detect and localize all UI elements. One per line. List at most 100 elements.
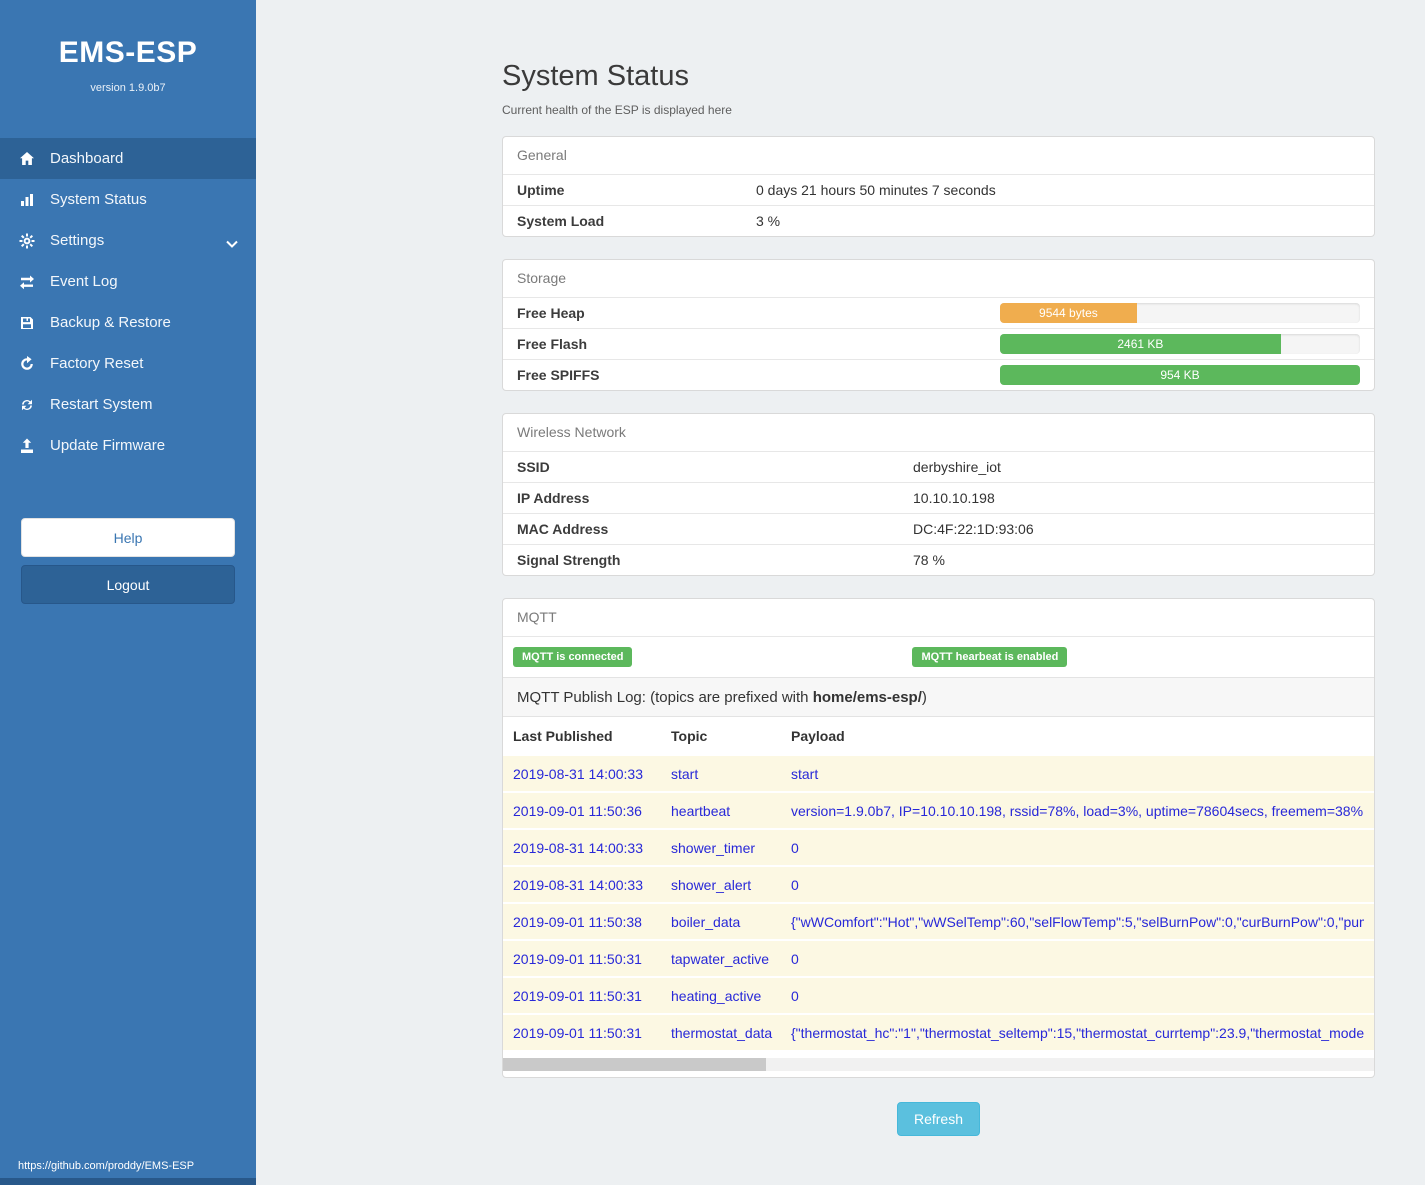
free-heap-row: Free Heap 9544 bytes — [503, 297, 1374, 328]
mqtt-connected-badge: MQTT is connected — [513, 647, 633, 667]
payload-cell: {"thermostat_hc":"1","thermostat_seltemp… — [791, 1024, 1364, 1041]
published-cell: 2019-08-31 14:00:33 — [513, 839, 643, 856]
sidebar-item-restart-system[interactable]: Restart System — [0, 384, 256, 425]
uptime-row: Uptime 0 days 21 hours 50 minutes 7 seco… — [503, 174, 1374, 205]
restart-icon — [19, 397, 35, 413]
published-cell: 2019-09-01 11:50:36 — [513, 802, 642, 819]
last-published-header: Last Published — [513, 727, 613, 744]
sidebar-item-system-status[interactable]: System Status — [0, 179, 256, 220]
sidebar-item-label: Event Log — [50, 273, 118, 290]
exchange-icon — [19, 274, 35, 290]
scrollbar-thumb[interactable] — [503, 1058, 766, 1071]
mqtt-log-row: 2019-08-31 14:00:33 start start — [503, 754, 1374, 791]
ssid-value: derbyshire_iot — [913, 459, 1001, 475]
sidebar-item-update-firmware[interactable]: Update Firmware — [0, 425, 256, 466]
gear-icon — [19, 233, 35, 249]
horizontal-scrollbar[interactable] — [503, 1058, 1374, 1071]
mqtt-badge-row: MQTT is connected MQTT hearbeat is enabl… — [503, 636, 1374, 677]
page-subtitle: Current health of the ESP is displayed h… — [502, 103, 732, 117]
sidebar-item-factory-reset[interactable]: Factory Reset — [0, 343, 256, 384]
free-heap-progress-fill: 9544 bytes — [1000, 303, 1137, 323]
app-version: version 1.9.0b7 — [90, 82, 166, 94]
published-cell: 2019-09-01 11:50:31 — [513, 1024, 642, 1041]
mac-address-label: MAC Address — [517, 521, 609, 537]
payload-cell: 0 — [791, 839, 799, 856]
payload-header: Payload — [791, 727, 845, 744]
storage-panel: Storage Free Heap 9544 bytes Free Flash … — [502, 259, 1375, 391]
topic-cell: boiler_data — [671, 913, 741, 930]
mqtt-log-row: 2019-09-01 11:50:31 tapwater_active 0 — [503, 939, 1374, 976]
published-cell: 2019-09-01 11:50:31 — [513, 987, 642, 1004]
sidebar-item-label: Settings — [50, 232, 105, 249]
sidebar-item-event-log[interactable]: Event Log — [0, 261, 256, 302]
main-content: System Status Current health of the ESP … — [256, 0, 1425, 1185]
mqtt-log-row: 2019-09-01 11:50:31 thermostat_data {"th… — [503, 1013, 1374, 1050]
free-spiffs-progress-fill: 954 KB — [1000, 365, 1360, 385]
publish-log-prefix: MQTT Publish Log: (topics are prefixed w… — [517, 689, 813, 706]
published-cell: 2019-09-01 11:50:38 — [513, 913, 642, 930]
general-panel-header: General — [517, 147, 567, 163]
save-icon — [19, 315, 35, 331]
signal-strength-value: 78 % — [913, 552, 945, 568]
topic-cell: heating_active — [671, 987, 762, 1004]
app-title: EMS-ESP — [58, 36, 198, 69]
published-cell: 2019-08-31 14:00:33 — [513, 765, 643, 782]
mqtt-log-header-row: Last Published Topic Payload — [503, 716, 1374, 754]
ssid-row: SSID derbyshire_iot — [503, 451, 1374, 482]
sidebar-item-dashboard[interactable]: Dashboard — [0, 138, 256, 179]
mqtt-publish-log-title: MQTT Publish Log: (topics are prefixed w… — [503, 677, 1374, 716]
free-heap-progress-label: 9544 bytes — [1039, 306, 1098, 320]
mqtt-log-row: 2019-09-01 11:50:38 boiler_data {"wWComf… — [503, 902, 1374, 939]
free-flash-progress-fill: 2461 KB — [1000, 334, 1281, 354]
topic-cell: shower_timer — [671, 839, 756, 856]
topic-cell: heartbeat — [671, 802, 731, 819]
logout-button[interactable]: Logout — [21, 565, 235, 604]
ip-address-row: IP Address 10.10.10.198 — [503, 482, 1374, 513]
sidebar-item-label: Restart System — [50, 396, 153, 413]
free-flash-label: Free Flash — [517, 336, 588, 352]
payload-cell: 0 — [791, 950, 799, 967]
topic-cell: start — [671, 765, 699, 782]
sidebar: EMS-ESP version 1.9.0b7 Dashboard System… — [0, 0, 256, 1185]
mac-address-row: MAC Address DC:4F:22:1D:93:06 — [503, 513, 1374, 544]
topic-header: Topic — [671, 727, 708, 744]
home-icon — [19, 151, 35, 167]
free-spiffs-progress-label: 954 KB — [1160, 368, 1200, 382]
sidebar-item-backup-restore[interactable]: Backup & Restore — [0, 302, 256, 343]
sidebar-item-label: Factory Reset — [50, 355, 144, 372]
sidebar-nav: Dashboard System Status Settings — [0, 138, 256, 466]
sidebar-item-settings[interactable]: Settings — [0, 220, 256, 261]
mac-address-value: DC:4F:22:1D:93:06 — [913, 521, 1034, 537]
mqtt-panel-header: MQTT — [517, 609, 557, 625]
github-link[interactable]: https://github.com/proddy/EMS-ESP — [18, 1160, 195, 1172]
topic-cell: tapwater_active — [671, 950, 770, 967]
mqtt-log-row: 2019-09-01 11:50:36 heartbeat version=1.… — [503, 791, 1374, 828]
free-spiffs-label: Free SPIFFS — [517, 367, 600, 383]
signal-strength-row: Signal Strength 78 % — [503, 544, 1374, 575]
sidebar-actions: Help Logout — [0, 518, 256, 604]
payload-cell: start — [791, 765, 819, 782]
publish-log-suffix: ) — [921, 689, 927, 706]
ip-address-value: 10.10.10.198 — [913, 490, 995, 506]
payload-cell: version=1.9.0b7, IP=10.10.10.198, rssid=… — [791, 802, 1364, 819]
general-panel: General Uptime 0 days 21 hours 50 minute… — [502, 136, 1375, 237]
sidebar-item-label: Dashboard — [50, 150, 124, 167]
mqtt-heartbeat-badge: MQTT hearbeat is enabled — [912, 647, 1068, 667]
system-load-row: System Load 3 % — [503, 205, 1374, 236]
free-spiffs-progress: 954 KB — [1000, 365, 1360, 385]
uptime-value: 0 days 21 hours 50 minutes 7 seconds — [756, 182, 996, 198]
help-button[interactable]: Help — [21, 518, 235, 557]
payload-cell: 0 — [791, 876, 799, 893]
refresh-button[interactable]: Refresh — [896, 1102, 981, 1136]
mqtt-panel: MQTT MQTT is connected MQTT hearbeat is … — [502, 598, 1375, 1078]
mqtt-log-row: 2019-09-01 11:50:31 heating_active 0 — [503, 976, 1374, 1013]
free-heap-progress: 9544 bytes — [1000, 303, 1360, 323]
topic-cell: thermostat_data — [671, 1024, 773, 1041]
uptime-label: Uptime — [517, 182, 565, 198]
wireless-panel-header: Wireless Network — [517, 424, 626, 440]
content-container: System Status Current health of the ESP … — [502, 60, 1375, 1136]
wireless-panel: Wireless Network SSID derbyshire_iot IP … — [502, 413, 1375, 576]
ip-address-label: IP Address — [517, 490, 590, 506]
free-flash-row: Free Flash 2461 KB — [503, 328, 1374, 359]
